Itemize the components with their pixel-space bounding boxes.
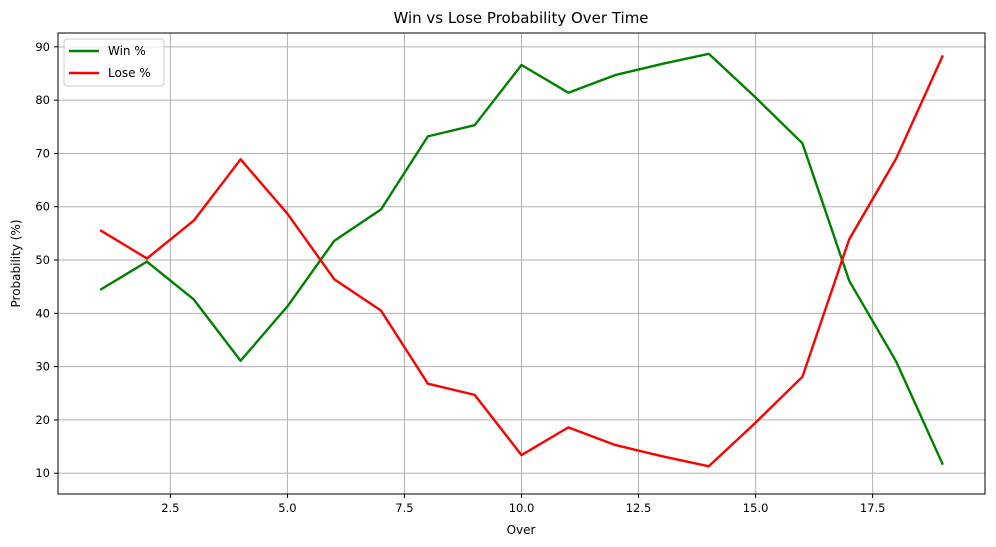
- x-tick-label: 10.0: [509, 501, 535, 515]
- y-tick-label: 60: [35, 200, 50, 214]
- y-tick-label: 90: [35, 40, 50, 54]
- win-series-line: [99, 52, 944, 466]
- lose-series-line: [99, 54, 944, 468]
- y-tick-label: 70: [35, 146, 50, 160]
- y-tick-label: 20: [35, 413, 50, 427]
- y-tick-label: 40: [35, 306, 50, 320]
- y-axis-ticks: 10 20 30 40 50 60 70 80 90: [35, 40, 58, 480]
- x-tick-label: 12.5: [626, 501, 652, 515]
- legend-label-win: Win %: [108, 44, 146, 58]
- x-tick-label: 15.0: [743, 501, 769, 515]
- y-tick-label: 50: [35, 253, 50, 267]
- chart-title: Win vs Lose Probability Over Time: [393, 9, 648, 27]
- legend: Win % Lose %: [63, 38, 165, 87]
- x-axis-label: Over: [507, 523, 536, 537]
- legend-label-lose: Lose %: [108, 66, 151, 80]
- y-tick-label: 30: [35, 360, 50, 374]
- y-tick-label: 10: [35, 466, 50, 480]
- x-axis-ticks: 2.5 5.0 7.5 10.0 12.5 15.0 17.5: [161, 494, 885, 515]
- x-tick-label: 2.5: [161, 501, 179, 515]
- y-axis-label: Probability (%): [9, 219, 23, 307]
- x-tick-label: 7.5: [395, 501, 413, 515]
- grid-layer: [58, 33, 985, 494]
- x-tick-label: 17.5: [860, 501, 886, 515]
- y-tick-label: 80: [35, 93, 50, 107]
- series-layer: [99, 52, 944, 468]
- x-tick-label: 5.0: [278, 501, 296, 515]
